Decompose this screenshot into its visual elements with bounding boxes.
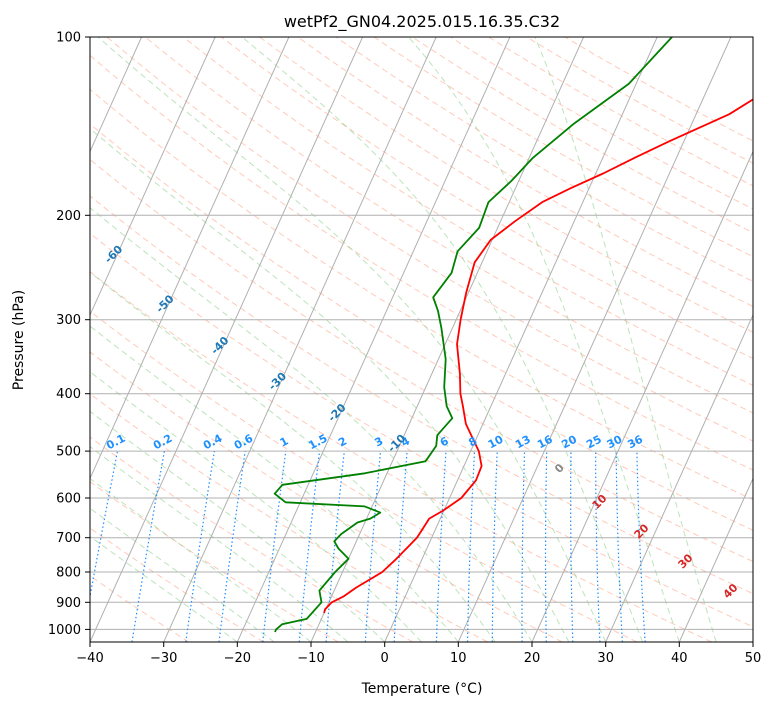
x-tick-label: −20: [224, 651, 251, 666]
y-tick-label: 400: [56, 387, 81, 402]
x-tick-label: −10: [297, 651, 324, 666]
x-tick-label: −40: [76, 651, 103, 666]
y-tick-label: 600: [56, 492, 81, 507]
x-axis-label: Temperature (°C): [361, 681, 483, 697]
x-tick-label: 40: [671, 651, 688, 666]
x-tick-label: −30: [150, 651, 177, 666]
x-tick-label: 20: [524, 651, 541, 666]
x-tick-label: 0: [381, 651, 389, 666]
y-tick-label: 200: [56, 209, 81, 224]
y-tick-label: 1000: [48, 623, 81, 638]
y-tick-label: 700: [56, 531, 81, 546]
y-tick-label: 100: [56, 31, 81, 46]
y-tick-label: 500: [56, 445, 81, 460]
y-axis-label: Pressure (hPa): [11, 290, 27, 390]
y-tick-label: 300: [56, 313, 81, 328]
y-tick-label: 800: [56, 566, 81, 581]
y-tick-label: 900: [56, 596, 81, 611]
x-tick-label: 10: [450, 651, 467, 666]
x-tick-label: 30: [597, 651, 614, 666]
chart-title: wetPf2_GN04.2025.015.16.35.C32: [284, 12, 560, 32]
x-tick-label: 50: [745, 651, 762, 666]
